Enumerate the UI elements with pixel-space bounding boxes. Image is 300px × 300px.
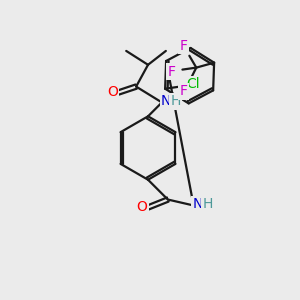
Text: F: F bbox=[167, 64, 175, 79]
Text: H: H bbox=[202, 197, 213, 212]
Text: F: F bbox=[179, 84, 188, 98]
Text: Cl: Cl bbox=[186, 77, 200, 91]
Text: N: N bbox=[192, 197, 203, 212]
Text: O: O bbox=[136, 200, 148, 214]
Text: O: O bbox=[107, 85, 118, 98]
Text: N: N bbox=[161, 94, 171, 109]
Text: F: F bbox=[179, 39, 188, 53]
Text: H: H bbox=[171, 94, 181, 109]
